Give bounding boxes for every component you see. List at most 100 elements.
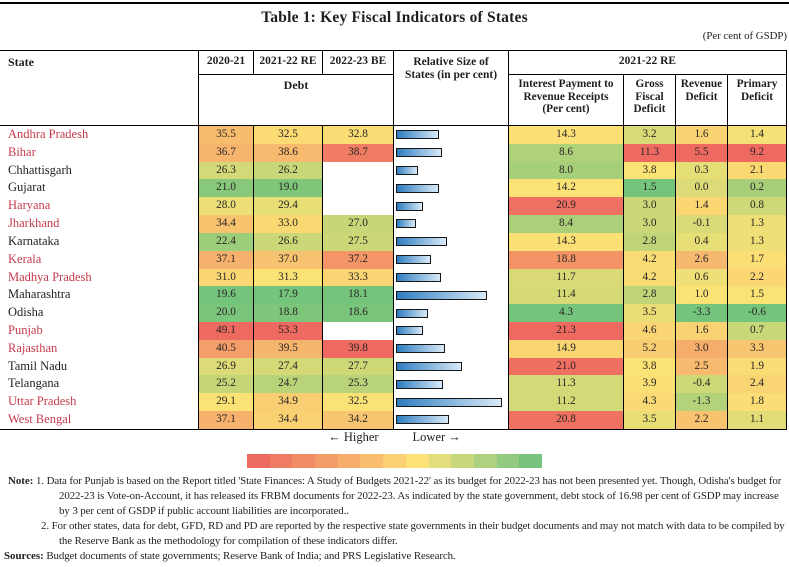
heat-cell: 0.2 <box>727 179 787 198</box>
heat-cell: 14.2 <box>508 179 623 198</box>
heat-cell: 4.3 <box>623 393 675 411</box>
heat-cell: 29.1 <box>198 393 253 411</box>
relative-size-cell <box>393 215 508 233</box>
heat-cell: 27.5 <box>322 232 393 251</box>
heat-cell: 0.6 <box>675 268 727 287</box>
state-label: Chhattisgarh <box>8 162 72 177</box>
heat-cell: 26.2 <box>253 161 322 180</box>
heat-cell: 17.9 <box>253 286 322 305</box>
state-label: Punjab <box>8 322 43 337</box>
relative-size-bar <box>396 255 431 265</box>
heat-cell: 18.8 <box>508 250 623 269</box>
heat-cell: 22.4 <box>198 232 253 251</box>
heat-cell: 27.0 <box>322 215 393 233</box>
legend-lower: Lower → <box>412 430 461 444</box>
relative-size-bar <box>396 219 416 229</box>
relative-size-cell <box>393 393 508 411</box>
col-header-relative-size: Relative Size of States (in per cent) <box>393 51 508 126</box>
relative-size-bar <box>396 397 502 407</box>
state-label: Haryana <box>8 198 51 213</box>
heat-cell: 35.5 <box>198 126 253 144</box>
col-header-group-2021-22-re: 2021-22 RE <box>508 51 787 75</box>
col-header-state: State <box>0 51 198 126</box>
heat-legend-labels: ← Higher Lower → <box>247 430 542 445</box>
heat-cell: 1.4 <box>675 197 727 216</box>
heat-cell: 8.6 <box>508 143 623 162</box>
heat-cell: 1.8 <box>727 393 787 411</box>
heat-cell: 0.4 <box>675 232 727 251</box>
heat-cell: 28.0 <box>198 197 253 216</box>
heat-cell: 14.3 <box>508 232 623 251</box>
state-label: Madhya Pradesh <box>8 269 92 284</box>
heat-cell: 37.1 <box>198 250 253 269</box>
fiscal-indicators-table: State 2020-21 2021-22 RE 2022-23 BE Debt… <box>0 50 787 430</box>
heat-cell: 39.8 <box>322 339 393 358</box>
heat-cell: 2.1 <box>727 161 787 180</box>
col-header-primary-deficit: Primary Deficit <box>727 75 787 126</box>
heat-cell: 1.3 <box>727 232 787 251</box>
note-1: Note: 1. Data for Punjab is based on the… <box>8 475 782 517</box>
heat-cell: 39.5 <box>253 339 322 358</box>
relative-size-cell <box>393 143 508 162</box>
state-label: Gujarat <box>8 180 46 195</box>
heat-cell: 3.2 <box>623 126 675 144</box>
relative-size-cell <box>393 321 508 340</box>
relative-size-cell <box>393 250 508 269</box>
heat-cell: 36.7 <box>198 143 253 162</box>
heat-cell: 14.3 <box>508 126 623 144</box>
relative-size-cell <box>393 126 508 144</box>
relative-size-bar <box>396 344 445 354</box>
col-header-2020-21: 2020-21 <box>198 51 253 75</box>
relative-size-cell <box>393 286 508 305</box>
legend-color-segment <box>247 454 270 468</box>
heat-cell: -1.3 <box>675 393 727 411</box>
heat-cell: 31.0 <box>198 268 253 287</box>
heat-cell: 3.0 <box>675 339 727 358</box>
heat-cell: 18.8 <box>253 304 322 322</box>
legend-color-segment <box>519 454 542 468</box>
col-header-gross-fiscal-deficit: Gross Fiscal Deficit <box>623 75 675 126</box>
legend-color-segment <box>428 454 452 468</box>
relative-size-bar <box>396 237 447 247</box>
top-rule <box>0 2 789 4</box>
heat-cell: 4.6 <box>623 321 675 340</box>
heat-cell: 9.2 <box>727 143 787 162</box>
state-label: Karnataka <box>8 233 60 248</box>
heat-cell: 3.8 <box>623 357 675 376</box>
table-title: Table 1: Key Fiscal Indicators of States <box>261 9 528 26</box>
heat-cell: 4.3 <box>508 304 623 322</box>
heat-cell: -0.4 <box>675 375 727 394</box>
heat-cell: 2.2 <box>727 268 787 287</box>
legend-higher: ← Higher <box>328 430 379 444</box>
state-label: Tamil Nadu <box>8 358 68 373</box>
heat-cell: 8.4 <box>508 215 623 233</box>
heat-cell: 29.4 <box>253 197 322 216</box>
heat-cell: 2.2 <box>675 411 727 429</box>
heat-cell: 33.0 <box>253 215 322 233</box>
heat-cell: 5.5 <box>675 143 727 162</box>
heat-cell: 2.8 <box>623 232 675 251</box>
legend-color-segment <box>383 454 406 468</box>
heat-cell: 1.1 <box>727 411 787 429</box>
heat-cell: 3.5 <box>623 304 675 322</box>
relative-size-bar <box>396 166 418 176</box>
legend-color-segment <box>360 454 384 468</box>
heat-cell: 1.7 <box>727 250 787 269</box>
legend-color-segment <box>473 454 497 468</box>
heat-cell: 8.0 <box>508 161 623 180</box>
relative-size-bar <box>396 379 443 389</box>
heat-cell <box>322 197 393 216</box>
heat-cell: 2.6 <box>675 250 727 269</box>
relative-size-cell <box>393 339 508 358</box>
heat-cell: 26.3 <box>198 161 253 180</box>
heat-cell: 11.7 <box>508 268 623 287</box>
col-header-2021-22-re: 2021-22 RE <box>253 51 322 75</box>
state-label: West Bengal <box>8 412 72 426</box>
heat-cell: 18.6 <box>322 304 393 322</box>
state-label: Andhra Pradesh <box>8 127 89 141</box>
heat-cell: 3.9 <box>623 375 675 394</box>
relative-size-cell <box>393 197 508 216</box>
heat-cell: 11.4 <box>508 286 623 305</box>
heat-cell: 1.6 <box>675 321 727 340</box>
heat-cell: 25.3 <box>322 375 393 394</box>
